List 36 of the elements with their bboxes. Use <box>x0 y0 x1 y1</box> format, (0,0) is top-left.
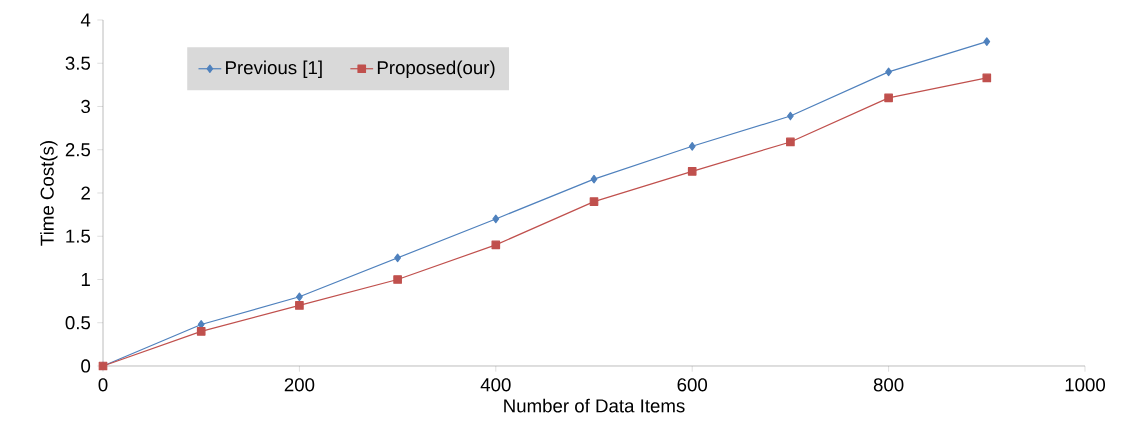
point <box>196 327 206 336</box>
point <box>393 275 402 284</box>
point <box>491 240 501 250</box>
point <box>983 37 991 46</box>
point <box>394 253 401 263</box>
point <box>296 292 303 302</box>
y-tick-label: 0 <box>81 359 91 373</box>
y-tick-label: 3.5 <box>65 56 91 70</box>
y-axis-title: Time Cost(s) <box>40 141 58 246</box>
x-tick-label: 1000 <box>1065 378 1106 392</box>
point <box>982 73 992 83</box>
x-tick-label: 200 <box>284 378 315 392</box>
y-tick-label: 3 <box>81 99 91 114</box>
y-tick-label: 4 <box>80 13 91 27</box>
point <box>884 93 893 103</box>
x-tick-label: 0 <box>98 378 108 392</box>
point <box>787 111 794 121</box>
point <box>688 141 696 151</box>
point <box>589 197 599 206</box>
x-tick-label: 800 <box>873 378 904 392</box>
y-tick-label: 0.5 <box>65 316 91 330</box>
x-tick-label: 600 <box>677 378 708 392</box>
y-tick-label: 2.5 <box>65 143 91 157</box>
y-tick-label: 1 <box>81 273 90 286</box>
point <box>492 214 500 224</box>
point <box>786 137 795 147</box>
point <box>885 67 892 77</box>
legend-label: Previous [1] <box>226 60 322 78</box>
legend-label: Proposed(our) <box>377 60 495 78</box>
x-axis-title: Number of Data Items <box>504 398 685 413</box>
y-tick-label: 2 <box>81 186 90 200</box>
x-tick-label: 400 <box>480 378 511 392</box>
point <box>590 174 598 184</box>
point <box>295 301 304 310</box>
point <box>687 167 697 176</box>
y-tick-label: 1.5 <box>66 229 91 243</box>
